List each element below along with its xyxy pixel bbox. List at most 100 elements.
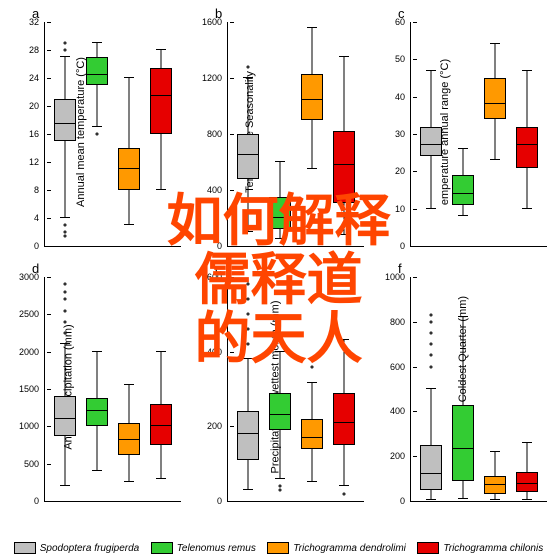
legend-swatch <box>14 542 36 554</box>
box-column <box>266 22 294 246</box>
box-column <box>417 277 445 501</box>
box-column <box>147 22 175 246</box>
box-column <box>83 277 111 501</box>
box-column <box>83 22 111 246</box>
y-tick: 40 <box>395 92 411 102</box>
box-column <box>330 277 358 501</box>
box-column <box>417 22 445 246</box>
box-column <box>234 277 262 501</box>
box-column <box>115 277 143 501</box>
legend-item: Trichogramma chilonis <box>417 542 543 554</box>
box-column <box>481 22 509 246</box>
legend-swatch <box>267 542 289 554</box>
y-tick: 24 <box>29 73 45 83</box>
outlier-point <box>430 365 433 368</box>
y-tick: 12 <box>29 157 45 167</box>
box <box>54 99 77 141</box>
legend-label: Telenomus remus <box>177 543 256 554</box>
plot-area: 02004006008001000 <box>410 277 547 502</box>
box <box>86 398 109 426</box>
box <box>237 134 260 179</box>
box-column <box>449 277 477 501</box>
outlier-point <box>430 354 433 357</box>
y-tick: 0 <box>34 496 45 506</box>
boxes-row <box>45 22 181 246</box>
box <box>452 405 475 481</box>
box-column <box>298 22 326 246</box>
y-tick: 600 <box>390 362 411 372</box>
outlier-point <box>279 488 282 491</box>
legend-swatch <box>151 542 173 554</box>
y-tick: 200 <box>207 421 228 431</box>
panel-b: bTemperature Seasonality040080012001600 <box>187 4 370 259</box>
y-tick: 800 <box>207 129 228 139</box>
box <box>333 131 356 202</box>
y-tick: 400 <box>207 185 228 195</box>
box <box>301 74 324 120</box>
outlier-point <box>430 332 433 335</box>
box <box>237 411 260 460</box>
outlier-point <box>64 332 67 335</box>
plot-area: 0200400600 <box>227 277 364 502</box>
y-tick: 1000 <box>19 421 45 431</box>
y-tick: 600 <box>207 272 228 282</box>
y-tick: 1500 <box>19 384 45 394</box>
y-tick: 2500 <box>19 309 45 319</box>
box-column <box>449 22 477 246</box>
box <box>516 127 539 168</box>
legend-item: Telenomus remus <box>151 542 256 554</box>
box-column <box>147 277 175 501</box>
box <box>420 445 443 490</box>
box <box>54 396 77 436</box>
y-tick: 0 <box>217 241 228 251</box>
outlier-point <box>64 234 67 237</box>
box-column <box>513 22 541 246</box>
box <box>484 476 507 494</box>
y-tick: 0 <box>217 496 228 506</box>
outlier-point <box>64 49 67 52</box>
panel-grid: aAnnual mean temperature (°C)04812162024… <box>0 0 557 514</box>
outlier-point <box>247 283 250 286</box>
outlier-point <box>64 298 67 301</box>
plot-area: 048121620242832 <box>44 22 181 247</box>
y-tick: 0 <box>400 496 411 506</box>
y-tick: 1000 <box>385 272 411 282</box>
panel-c: cemperature annual range (°C)01020304050… <box>370 4 553 259</box>
box <box>118 148 141 190</box>
outlier-point <box>96 133 99 136</box>
panel-d: dAnnual precipitation (mm)05001000150020… <box>4 259 187 514</box>
legend-item: Spodoptera frugiperda <box>14 542 140 554</box>
legend-label: Trichogramma chilonis <box>443 543 543 554</box>
plot-area: 0102030405060 <box>410 22 547 247</box>
y-tick: 1600 <box>202 17 228 27</box>
outlier-point <box>247 313 250 316</box>
legend-label: Spodoptera frugiperda <box>40 543 140 554</box>
outlier-point <box>311 365 314 368</box>
y-tick: 0 <box>34 241 45 251</box>
outlier-point <box>430 320 433 323</box>
outlier-point <box>430 343 433 346</box>
legend: Spodoptera frugiperda Telenomus remus Tric… <box>0 542 557 554</box>
box <box>333 393 356 445</box>
box <box>150 68 173 135</box>
y-tick: 30 <box>395 129 411 139</box>
box-column <box>51 277 79 501</box>
y-tick: 28 <box>29 45 45 55</box>
outlier-point <box>247 343 250 346</box>
panel-a: aAnnual mean temperature (°C)04812162024… <box>4 4 187 259</box>
plot-area: 040080012001600 <box>227 22 364 247</box>
legend-label: Trichogramma dendrolimi <box>293 543 406 554</box>
box <box>301 419 324 449</box>
y-tick: 20 <box>395 166 411 176</box>
outlier-point <box>64 224 67 227</box>
outlier-point <box>64 320 67 323</box>
box <box>420 127 443 157</box>
y-tick: 200 <box>390 451 411 461</box>
y-tick: 16 <box>29 129 45 139</box>
box <box>452 175 475 205</box>
y-tick: 4 <box>34 213 45 223</box>
outlier-point <box>64 283 67 286</box>
y-tick: 400 <box>390 406 411 416</box>
y-tick: 60 <box>395 17 411 27</box>
box <box>269 197 292 229</box>
